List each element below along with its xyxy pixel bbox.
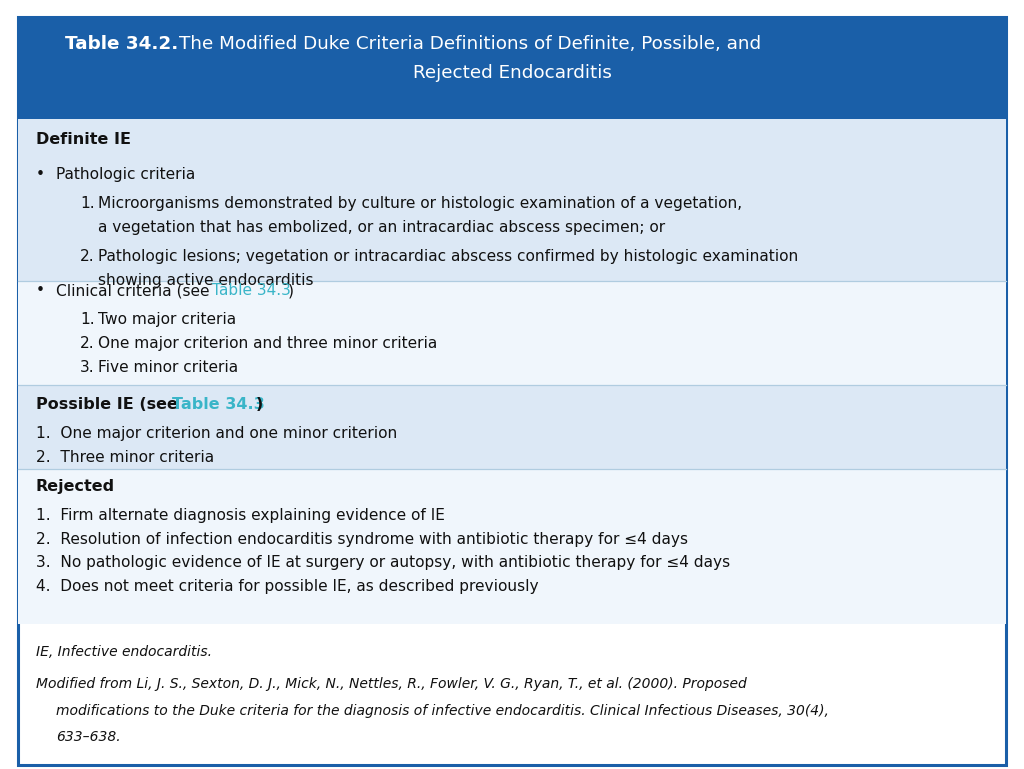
Text: 2.: 2. <box>80 336 94 351</box>
FancyBboxPatch shape <box>18 469 1006 624</box>
Text: ): ) <box>288 283 294 298</box>
Text: •: • <box>36 283 45 298</box>
FancyBboxPatch shape <box>18 159 1006 281</box>
Text: Two major criteria: Two major criteria <box>98 312 237 328</box>
FancyBboxPatch shape <box>18 384 1006 469</box>
Text: IE, Infective endocarditis.: IE, Infective endocarditis. <box>36 645 212 659</box>
Text: Rejected Endocarditis: Rejected Endocarditis <box>413 64 611 82</box>
FancyBboxPatch shape <box>18 281 1006 384</box>
Text: Definite IE: Definite IE <box>36 132 131 148</box>
Text: 2.  Resolution of infection endocarditis syndrome with antibiotic therapy for ≤4: 2. Resolution of infection endocarditis … <box>36 531 688 547</box>
Text: •: • <box>36 167 45 182</box>
Text: 2.  Three minor criteria: 2. Three minor criteria <box>36 450 214 465</box>
Text: Microorganisms demonstrated by culture or histologic examination of a vegetation: Microorganisms demonstrated by culture o… <box>98 196 742 211</box>
Text: showing active endocarditis: showing active endocarditis <box>98 273 313 288</box>
Text: 633–638.: 633–638. <box>56 730 121 744</box>
FancyBboxPatch shape <box>18 119 1006 159</box>
Text: modifications to the Duke criteria for the diagnosis of infective endocarditis. : modifications to the Duke criteria for t… <box>56 704 829 717</box>
Text: 4.  Does not meet criteria for possible IE, as described previously: 4. Does not meet criteria for possible I… <box>36 579 539 594</box>
Text: Pathologic criteria: Pathologic criteria <box>56 167 196 182</box>
Text: Rejected: Rejected <box>36 478 115 494</box>
Text: ): ) <box>256 397 263 412</box>
Text: Table 34.3: Table 34.3 <box>172 397 265 412</box>
FancyBboxPatch shape <box>18 17 1006 119</box>
Text: Table 34.3: Table 34.3 <box>212 283 291 298</box>
Text: Clinical criteria (see: Clinical criteria (see <box>56 283 215 298</box>
Text: 3.: 3. <box>80 360 94 375</box>
Text: 1.  One major criterion and one minor criterion: 1. One major criterion and one minor cri… <box>36 426 397 441</box>
Text: 2.: 2. <box>80 249 94 265</box>
Text: Pathologic lesions; vegetation or intracardiac abscess confirmed by histologic e: Pathologic lesions; vegetation or intrac… <box>98 249 799 265</box>
FancyBboxPatch shape <box>18 17 1006 765</box>
Text: a vegetation that has embolized, or an intracardiac abscess specimen; or: a vegetation that has embolized, or an i… <box>98 220 666 235</box>
Text: Five minor criteria: Five minor criteria <box>98 360 239 375</box>
Text: Modified from Li, J. S., Sexton, D. J., Mick, N., Nettles, R., Fowler, V. G., Ry: Modified from Li, J. S., Sexton, D. J., … <box>36 677 746 691</box>
Text: Table 34.2.: Table 34.2. <box>65 35 178 53</box>
Text: Possible IE (see: Possible IE (see <box>36 397 183 412</box>
Text: 3.  No pathologic evidence of IE at surgery or autopsy, with antibiotic therapy : 3. No pathologic evidence of IE at surge… <box>36 555 730 571</box>
Text: One major criterion and three minor criteria: One major criterion and three minor crit… <box>98 336 437 351</box>
Text: 1.: 1. <box>80 196 94 211</box>
Text: The Modified Duke Criteria Definitions of Definite, Possible, and: The Modified Duke Criteria Definitions o… <box>179 35 761 53</box>
Text: 1.: 1. <box>80 312 94 328</box>
Text: 1.  Firm alternate diagnosis explaining evidence of IE: 1. Firm alternate diagnosis explaining e… <box>36 508 444 523</box>
